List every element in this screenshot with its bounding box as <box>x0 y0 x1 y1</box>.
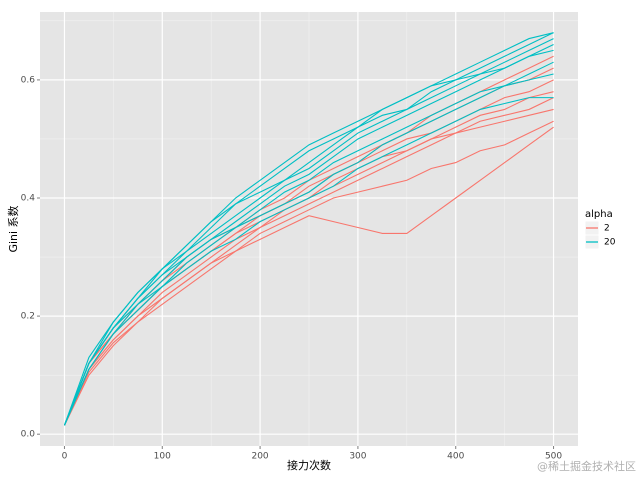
y-tick-label: 0.6 <box>21 75 36 85</box>
x-tick-label: 100 <box>154 452 171 462</box>
y-tick-label: 0.0 <box>21 430 36 440</box>
legend-label: 20 <box>604 238 616 248</box>
y-tick-label: 0.4 <box>21 194 36 204</box>
x-tick-label: 400 <box>447 452 464 462</box>
y-axis-title: Gini 系数 <box>7 205 20 252</box>
series-line <box>63 97 554 426</box>
series-line <box>63 120 554 426</box>
watermark: @稀土掘金技术社区 <box>537 459 636 473</box>
series-line <box>63 43 554 426</box>
x-tick-label: 500 <box>545 452 562 462</box>
series-line <box>63 61 554 426</box>
x-axis-title: 接力次数 <box>287 458 331 472</box>
series-line <box>63 126 554 426</box>
series-line <box>63 32 554 426</box>
series-line <box>63 73 554 426</box>
legend-label: 2 <box>604 224 610 234</box>
x-tick-label: 0 <box>62 452 68 462</box>
y-tick-label: 0.2 <box>21 312 35 322</box>
x-tick-label: 200 <box>251 452 268 462</box>
x-tick-label: 300 <box>349 452 366 462</box>
legend-title: alpha <box>585 209 613 220</box>
series-line <box>63 97 554 426</box>
series-line <box>63 49 554 426</box>
